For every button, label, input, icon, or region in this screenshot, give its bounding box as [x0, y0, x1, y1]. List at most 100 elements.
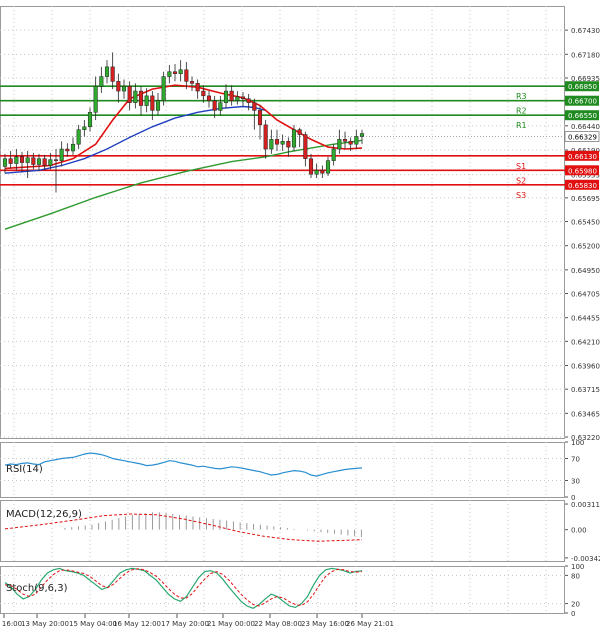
candle-body [31, 157, 36, 165]
candle-body [195, 83, 200, 92]
candle-body [212, 100, 217, 111]
candle-body [70, 143, 76, 152]
candle-body [201, 90, 206, 97]
level-tag: 0.66130 [568, 153, 597, 161]
ma-fast-line [4, 84, 363, 170]
candle-body [223, 90, 229, 103]
y-tick-label: 0.63465 [571, 410, 600, 418]
candle-body [93, 85, 98, 113]
rsi-line [4, 452, 363, 477]
candle-body [14, 156, 19, 164]
candle-body [252, 102, 257, 111]
y-tick-label: 0.66440 [571, 123, 600, 131]
candle-body [263, 124, 268, 150]
x-tick-label: 23 May 16:00 [301, 620, 349, 628]
candle-body [167, 71, 172, 77]
stoch-series [4, 567, 363, 609]
candle-body [184, 69, 189, 82]
x-tick-label: 15 May 04:00 [69, 620, 117, 628]
indicator-labels: RSI(14) MACD(12,26,9) Stoch(9,6,3) [6, 464, 82, 594]
candle-body [240, 96, 246, 100]
stoch-frame [0, 566, 565, 614]
candle-body [331, 148, 336, 161]
candle-body [65, 148, 70, 152]
rsi-tick-label: 30 [571, 478, 580, 486]
price-axes: 0.674300.671800.669350.664400.661900.659… [565, 27, 600, 618]
x-tick-label: 21 May 00:00 [207, 620, 255, 628]
candle-body [76, 129, 81, 145]
level-tag-bg [565, 150, 599, 161]
candle-body [314, 170, 319, 175]
candle-body [291, 129, 297, 148]
rsi-series [4, 452, 363, 477]
y-tick-label: 0.65200 [571, 243, 600, 251]
candle-body [144, 95, 149, 106]
macd-label: MACD(12,26,9) [6, 509, 82, 520]
x-tick-label: 16 May 12:00 [113, 620, 161, 628]
candle-body [218, 102, 223, 111]
macd-tick-label: 0.00 [571, 527, 587, 535]
macd-tick-label: 0.00311 [571, 501, 600, 509]
rsi-grid [0, 442, 565, 498]
level-label-r3: R3 [516, 92, 527, 101]
candle-body [286, 141, 291, 148]
y-tick-label: 0.65935 [571, 172, 600, 180]
y-tick-label: 0.63220 [571, 434, 600, 442]
level-tag-bg [565, 179, 599, 190]
stoch-d-line [4, 568, 363, 607]
y-tick-label: 0.65695 [571, 195, 600, 203]
candle-body [337, 139, 342, 150]
main-grid [0, 6, 565, 439]
stoch-tick-label: 20 [571, 601, 580, 609]
candle-body [2, 158, 8, 167]
level-tag-bg [565, 81, 599, 92]
y-tick-label: 0.67180 [571, 51, 600, 59]
candle-body [99, 76, 104, 87]
macd-tick-label: -0.003426 [571, 555, 600, 563]
candle-body [178, 69, 183, 74]
level-tag: 0.66700 [568, 98, 597, 106]
candle-body [116, 81, 121, 92]
x-tick-label: 13 May 20:00 [21, 620, 69, 628]
candle-body [110, 66, 115, 82]
rsi-tick-label: 100 [571, 439, 584, 447]
level-label-s3: S3 [516, 191, 526, 200]
candle-body [342, 139, 348, 142]
x-tick-label: 22 May 08:00 [254, 620, 302, 628]
macd-signal-line [4, 513, 363, 542]
candle-body [359, 133, 365, 137]
candle-body [8, 158, 13, 164]
level-label-r2: R2 [516, 107, 527, 116]
candle-body [59, 148, 64, 161]
candle-body [308, 158, 314, 175]
price-tag-bg [564, 131, 600, 142]
y-tick-label: 0.63715 [571, 386, 600, 394]
candle-body [87, 112, 93, 128]
level-tag: 0.65980 [568, 167, 597, 175]
x-tick-label: 17 May 20:00 [161, 620, 209, 628]
candle-body [138, 90, 144, 106]
candle-body [127, 85, 132, 103]
y-tick-label: 0.66935 [571, 75, 600, 83]
candle-body [320, 170, 325, 174]
level-label-s1: S1 [516, 162, 526, 171]
level-tag: 0.65830 [568, 182, 597, 190]
candle-body [297, 129, 302, 135]
level-label-r1: R1 [516, 121, 527, 130]
price-tags: 0.66850 0.66700 0.66550 0.66130 0.65980 0.658… [564, 81, 600, 190]
level-tag-bg [565, 95, 599, 106]
y-tick-label: 0.64950 [571, 267, 600, 275]
level-tag: 0.66850 [568, 83, 597, 91]
level-tag-bg [565, 165, 599, 176]
rsi-frame [0, 442, 565, 498]
candle-body [235, 96, 240, 101]
x-tick-label: 16:00 [2, 620, 22, 628]
stoch-tick-label: 100 [571, 563, 584, 571]
candle-body [274, 139, 280, 145]
candle-body [36, 158, 42, 165]
y-tick-label: 0.65450 [571, 219, 600, 227]
rsi-tick-label: 0 [571, 494, 575, 502]
candle-body [19, 156, 25, 163]
